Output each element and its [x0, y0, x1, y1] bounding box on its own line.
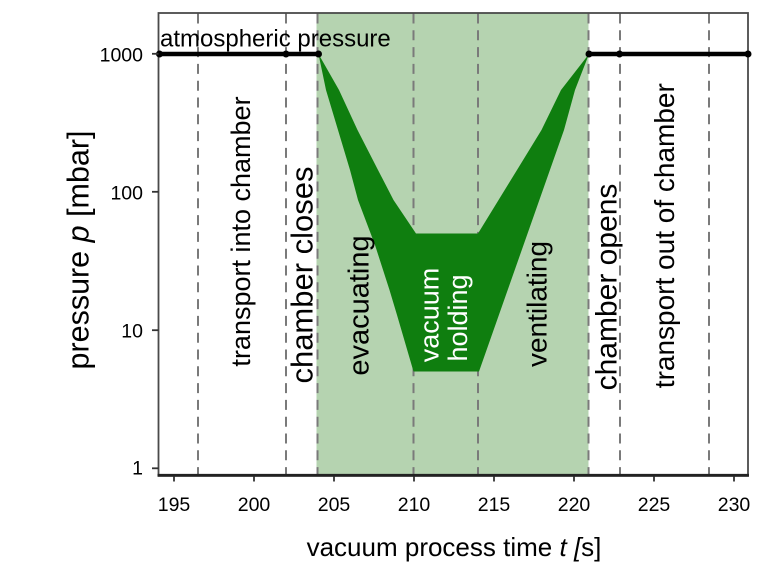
svg-text:pressure p [mbar]: pressure p [mbar] [62, 130, 96, 369]
svg-text:100: 100 [110, 182, 143, 204]
svg-text:195: 195 [158, 494, 191, 516]
svg-text:holding: holding [443, 274, 473, 361]
svg-text:215: 215 [478, 494, 511, 516]
svg-text:205: 205 [318, 494, 351, 516]
svg-text:chamber closes: chamber closes [285, 166, 320, 383]
svg-text:transport out of chamber: transport out of chamber [649, 83, 680, 388]
svg-text:evacuating: evacuating [344, 235, 376, 375]
svg-text:10: 10 [121, 321, 143, 343]
svg-text:230: 230 [718, 494, 751, 516]
svg-text:vacuum: vacuum [415, 268, 445, 363]
svg-text:1: 1 [132, 458, 143, 480]
svg-text:225: 225 [638, 494, 671, 516]
svg-text:atmospheric pressure: atmospheric pressure [160, 25, 391, 52]
svg-text:chamber opens: chamber opens [591, 184, 624, 391]
svg-text:transport into chamber: transport into chamber [226, 96, 256, 366]
svg-text:200: 200 [238, 494, 271, 516]
svg-text:ventilating: ventilating [522, 241, 553, 367]
svg-text:210: 210 [398, 494, 431, 516]
svg-text:220: 220 [558, 494, 591, 516]
svg-text:vacuum process time t [s]: vacuum process time t [s] [307, 532, 602, 562]
svg-text:1000: 1000 [100, 45, 144, 67]
